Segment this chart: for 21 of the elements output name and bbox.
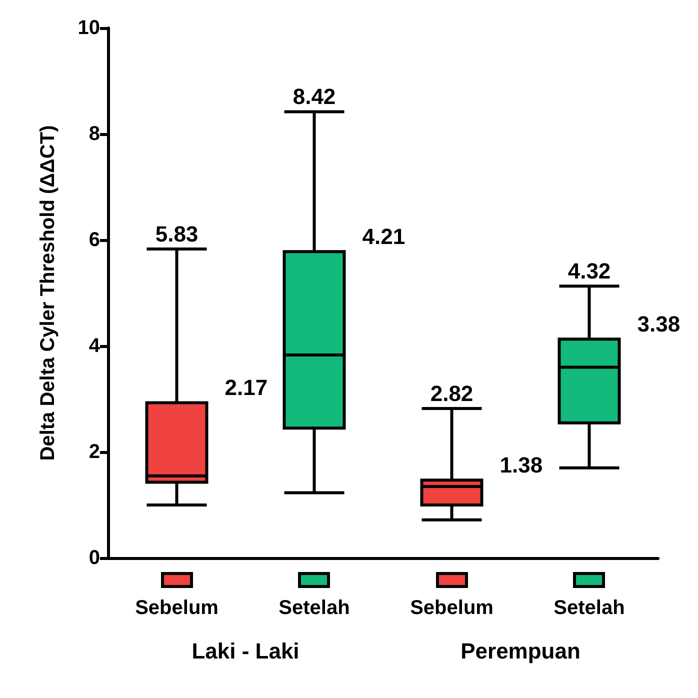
- x-tick-label: Setelah: [278, 597, 350, 619]
- x-tick-label: Sebelum: [135, 597, 218, 619]
- x-tick-label: Sebelum: [410, 597, 494, 619]
- y-tick-label: 2: [88, 441, 100, 463]
- annotation: 5.83: [155, 222, 198, 247]
- y-axis-title: Delta Delta Cyler Threshold (ΔΔCT): [37, 125, 59, 461]
- annotation: 3.38: [637, 312, 680, 337]
- annotation: 4.32: [568, 258, 611, 284]
- annotation: 4.21: [362, 224, 406, 250]
- y-tick-label: 6: [88, 229, 100, 251]
- y-tick-label: 8: [88, 123, 100, 145]
- y-tick-label: 0: [88, 547, 100, 569]
- y-tick-label: 10: [78, 17, 100, 39]
- annotation: 2.17: [224, 375, 268, 400]
- annotation: 2.82: [430, 381, 474, 406]
- text: Laki - Laki: [192, 638, 300, 664]
- text: Perempuan: [460, 638, 580, 664]
- annotation: 8.42: [292, 84, 336, 110]
- annotation: 1.38: [500, 452, 543, 478]
- y-tick-label: 4: [88, 335, 101, 357]
- x-tick-label: Setelah: [554, 597, 625, 619]
